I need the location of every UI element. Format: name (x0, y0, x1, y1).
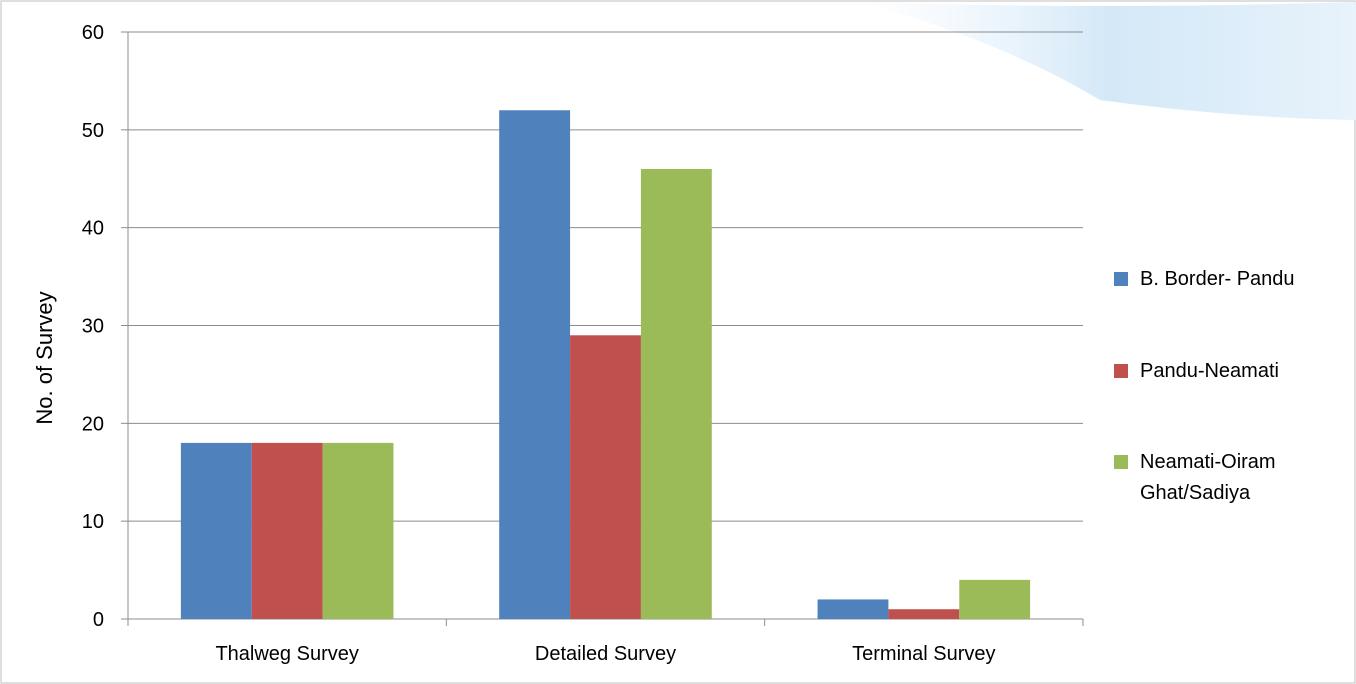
legend-swatch (1114, 364, 1128, 378)
y-axis-label: No. of Survey (32, 291, 57, 424)
bar-1-1 (570, 335, 641, 619)
bar-2-0 (322, 442, 394, 619)
x-tick-label: Thalweg Survey (215, 643, 358, 665)
y-tick-label: 0 (93, 609, 104, 631)
y-tick-label: 30 (82, 316, 104, 338)
bar-1-0 (251, 442, 323, 619)
legend-label: Pandu-Neamati (1140, 360, 1279, 382)
bar-2-2 (959, 579, 1031, 619)
legend-swatch (1114, 272, 1128, 286)
legend: B. Border- Pandu Pandu-Neamati Neamati-Oir… (1114, 268, 1295, 504)
y-tick-label: 50 (82, 120, 104, 142)
legend-swatch (1114, 455, 1128, 469)
y-tick-label: 10 (82, 511, 104, 533)
x-tick-label: Terminal Survey (852, 643, 995, 665)
bar-2-1 (640, 168, 712, 619)
x-tick-label: Detailed Survey (535, 643, 676, 665)
y-tick-label: 40 (82, 218, 104, 240)
bars (180, 110, 1031, 620)
legend-label: B. Border- Pandu (1140, 268, 1295, 290)
y-tick-label: 60 (82, 22, 104, 44)
bar-0-0 (180, 442, 252, 619)
legend-label: Ghat/Sadiya (1140, 482, 1251, 504)
y-tick-label: 20 (82, 413, 104, 435)
bar-0-2 (817, 599, 889, 619)
bar-0-1 (499, 110, 571, 620)
tick-labels: 0 10 20 30 40 50 60 Thalweg Survey Detailed Surv… (82, 22, 996, 665)
legend-label: Neamati-Oiram (1140, 451, 1276, 473)
bar-1-2 (888, 609, 960, 619)
